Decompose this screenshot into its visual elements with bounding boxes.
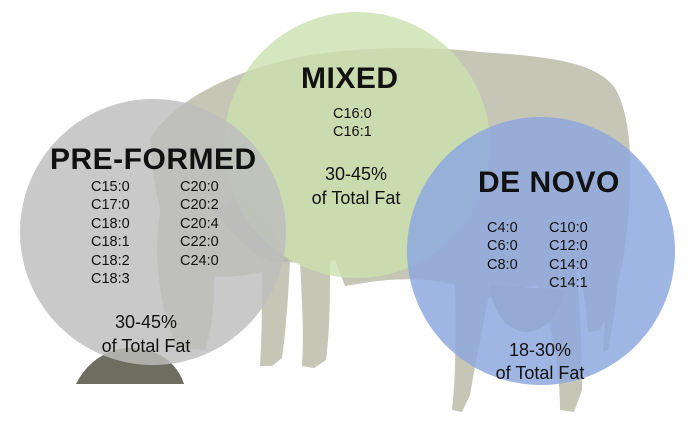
mixed-title: MIXED bbox=[301, 62, 399, 95]
pre-formed-percentage: 30-45% bbox=[114, 312, 178, 332]
cow-front-leg-right bbox=[300, 260, 330, 368]
fatty-acid-label: C17:0 bbox=[91, 197, 130, 214]
fatty-acid-label: C18:3 bbox=[91, 271, 130, 288]
fatty-acid-label: C14:0 bbox=[549, 256, 588, 273]
mixed-percentage-label: of Total Fat bbox=[311, 188, 401, 208]
fatty-acid-label: C6:0 bbox=[487, 238, 518, 255]
de-novo-fatty-acids-right: C10:0 C12:0 C14:0 C14:1 bbox=[549, 219, 588, 293]
fatty-acid-label: C20:2 bbox=[180, 197, 219, 214]
fatty-acid-label: C10:0 bbox=[549, 220, 588, 236]
de-novo-percentage-label: of Total Fat bbox=[495, 363, 585, 383]
de-novo-fatty-acids-left: C4:0 C6:0 C8:0 bbox=[487, 219, 518, 274]
fatty-acid-label: C20:4 bbox=[180, 215, 219, 232]
fatty-acid-label: C18:2 bbox=[91, 252, 130, 269]
fatty-acid-label: C18:1 bbox=[91, 234, 130, 251]
fatty-acid-label: C15:0 bbox=[91, 179, 130, 195]
de-novo-percentage: 18-30% bbox=[508, 340, 572, 360]
circle-pre-formed bbox=[20, 99, 286, 365]
fatty-acid-label: C14:1 bbox=[549, 275, 588, 292]
mixed-fatty-acids: C16:0 C16:1 bbox=[333, 105, 372, 142]
circle-de-novo bbox=[407, 117, 675, 385]
fatty-acid-label: C4:0 bbox=[487, 220, 518, 236]
pre-formed-fatty-acids-left: C15:0 C17:0 C18:0 C18:1 C18:2 C18:3 bbox=[91, 178, 130, 288]
fatty-acid-label: C22:0 bbox=[180, 234, 219, 251]
fatty-acid-label: C12:0 bbox=[549, 238, 588, 255]
fatty-acid-label: C20:0 bbox=[180, 179, 219, 195]
fatty-acid-label: C18:0 bbox=[91, 215, 130, 232]
fatty-acid-label: C16:1 bbox=[333, 124, 372, 141]
fatty-acid-label: C16:0 bbox=[333, 106, 372, 122]
mixed-percentage: 30-45% bbox=[324, 164, 388, 184]
pre-formed-percentage-label: of Total Fat bbox=[101, 336, 191, 356]
pre-formed-title: PRE-FORMED bbox=[50, 143, 257, 176]
pre-formed-fatty-acids-right: C20:0 C20:2 C20:4 C22:0 C24:0 bbox=[180, 178, 219, 270]
fatty-acid-label: C24:0 bbox=[180, 252, 219, 269]
fatty-acid-label: C8:0 bbox=[487, 256, 518, 273]
de-novo-title: DE NOVO bbox=[478, 166, 620, 199]
